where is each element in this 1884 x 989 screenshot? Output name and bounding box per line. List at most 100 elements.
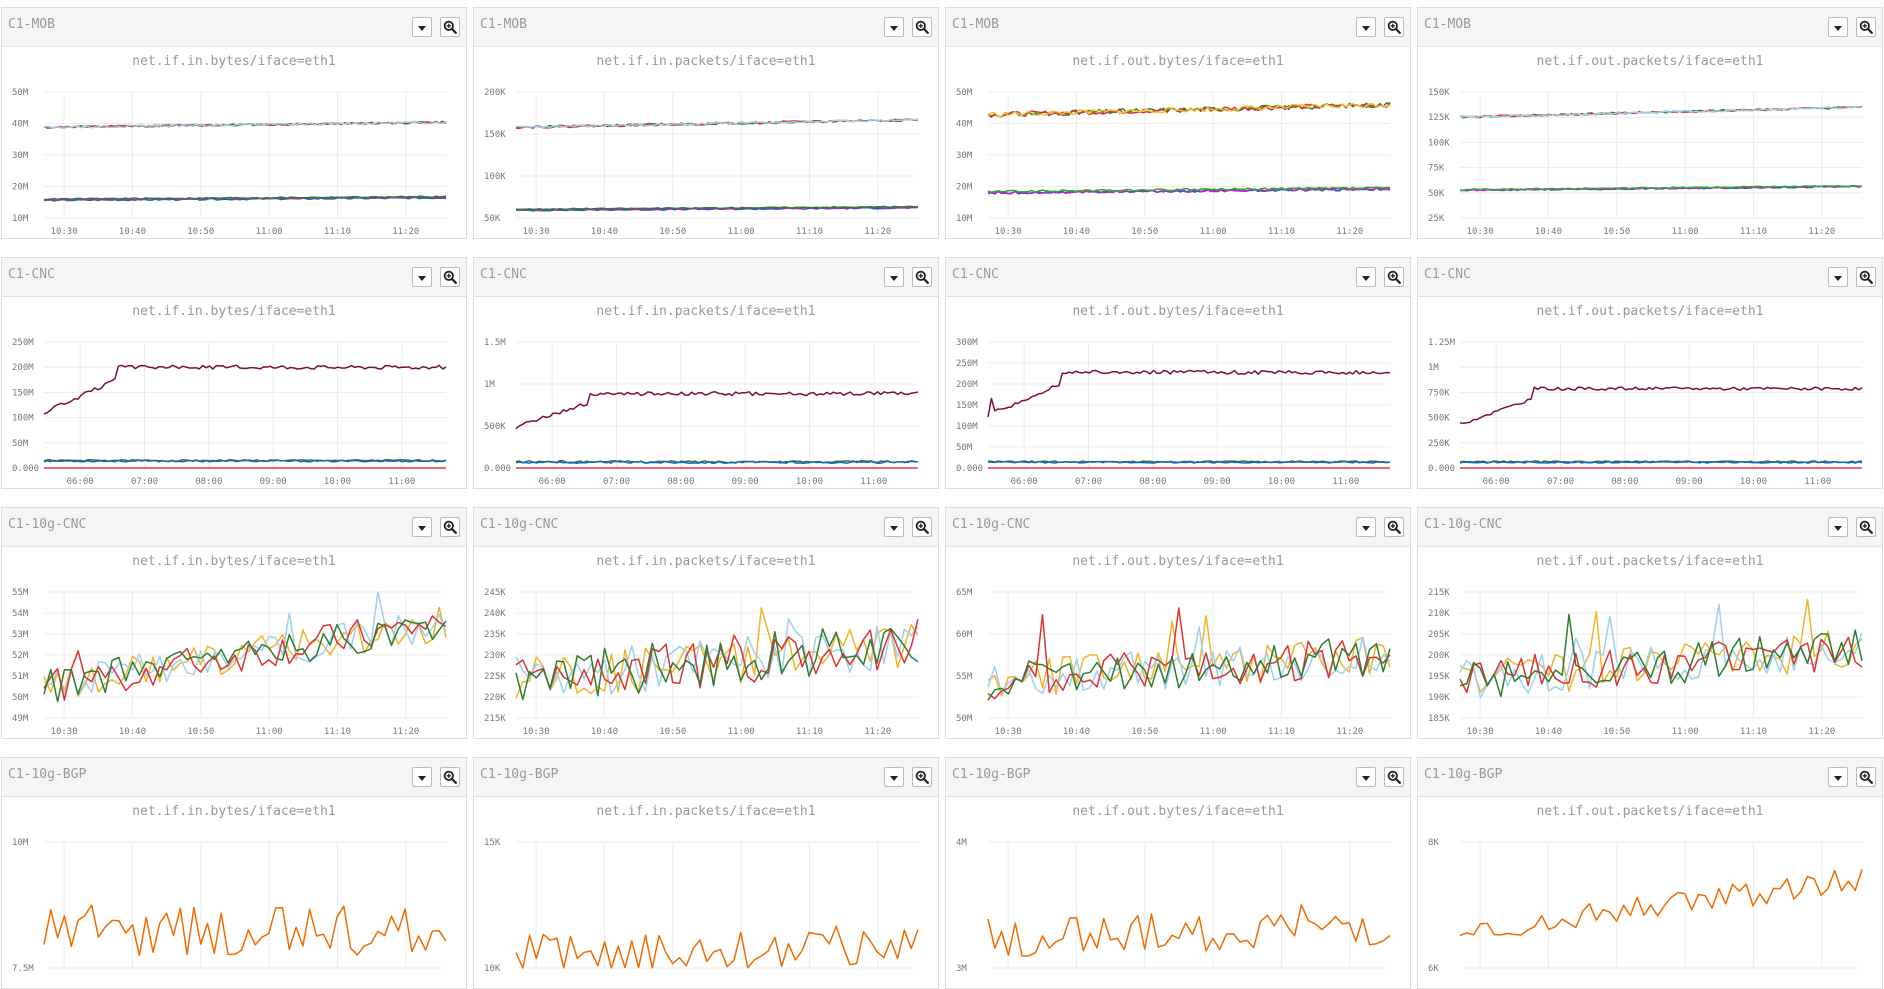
- caret-down-icon: [1834, 775, 1842, 781]
- panel-menu-button[interactable]: [1356, 767, 1376, 787]
- graph-panel: C1-10g-CNC net.if.out.bytes/iface=eth1 65M…: [945, 507, 1411, 739]
- panel-menu-button[interactable]: [1828, 17, 1848, 37]
- panel-menu-button[interactable]: [884, 267, 904, 287]
- panel-header: C1-MOB: [1418, 8, 1882, 47]
- x-tick-label: 11:20: [864, 227, 891, 237]
- y-tick-label: 250M: [956, 359, 978, 369]
- series-line: [987, 187, 1391, 195]
- caret-down-icon: [1834, 525, 1842, 531]
- graph-title: net.if.out.packets/iface=eth1: [1536, 54, 1764, 69]
- y-tick-label: 1.5M: [484, 338, 506, 348]
- panel-header: C1-CNC: [2, 258, 466, 297]
- zoom-button[interactable]: [1384, 17, 1404, 37]
- graph-chart[interactable]: 150K 125K 100K 75K 50K 25K 10:30 10:40 10:50 11:0…: [1418, 80, 1882, 238]
- graph-chart[interactable]: 10M 7.5M: [2, 830, 466, 988]
- panel-menu-button[interactable]: [412, 17, 432, 37]
- y-tick-label: 50M: [12, 88, 29, 98]
- zoom-button[interactable]: [1384, 267, 1404, 287]
- graph-chart[interactable]: 50M 40M 30M 20M 10M 10:30 10:40 10:50 11:00 11:10…: [2, 80, 466, 238]
- caret-down-icon: [890, 775, 898, 781]
- panel-menu-button[interactable]: [412, 767, 432, 787]
- y-tick-label: 50M: [956, 443, 973, 453]
- x-tick-label: 11:00: [1804, 477, 1831, 487]
- panel-menu-button[interactable]: [1356, 267, 1376, 287]
- y-tick-label: 150K: [1428, 88, 1450, 98]
- zoom-button[interactable]: [1856, 767, 1876, 787]
- x-tick-label: 08:00: [667, 477, 694, 487]
- zoom-button[interactable]: [1384, 767, 1404, 787]
- y-tick-label: 65M: [956, 588, 973, 598]
- y-tick-label: 50M: [12, 439, 29, 449]
- zoom-in-icon: [915, 20, 929, 34]
- x-tick-label: 11:20: [392, 727, 419, 737]
- graph-chart[interactable]: 4M 3M: [946, 830, 1410, 988]
- zoom-button[interactable]: [912, 767, 932, 787]
- graph-panel: C1-10g-BGP net.if.in.packets/iface=eth1 15…: [473, 757, 939, 989]
- panel-menu-button[interactable]: [884, 517, 904, 537]
- panel-menu-button[interactable]: [884, 767, 904, 787]
- caret-down-icon: [890, 275, 898, 281]
- panel-menu-button[interactable]: [884, 17, 904, 37]
- y-tick-label: 50M: [12, 693, 29, 703]
- y-tick-label: 300M: [956, 338, 978, 348]
- zoom-button[interactable]: [912, 17, 932, 37]
- zoom-button[interactable]: [1856, 17, 1876, 37]
- panel-name: C1-CNC: [952, 267, 999, 282]
- panel-menu-button[interactable]: [1356, 17, 1376, 37]
- y-tick-label: 10K: [484, 964, 501, 974]
- caret-down-icon: [1362, 25, 1370, 31]
- x-tick-label: 10:30: [995, 227, 1022, 237]
- caret-down-icon: [1362, 275, 1370, 281]
- graph-chart[interactable]: 50M 40M 30M 20M 10M 10:30 10:40 10:50 11:00 11:10…: [946, 80, 1410, 238]
- x-tick-label: 10:40: [591, 727, 618, 737]
- x-tick-label: 11:00: [728, 727, 755, 737]
- series-line: [43, 591, 447, 697]
- zoom-button[interactable]: [912, 267, 932, 287]
- graph-chart[interactable]: 8K 6K: [1418, 830, 1882, 988]
- panel-menu-button[interactable]: [1828, 517, 1848, 537]
- zoom-button[interactable]: [440, 267, 460, 287]
- y-tick-label: 125K: [1428, 113, 1450, 123]
- x-tick-label: 10:50: [1131, 727, 1158, 737]
- graph-panel: C1-10g-BGP net.if.out.packets/iface=eth1 8…: [1417, 757, 1883, 989]
- zoom-button[interactable]: [1384, 517, 1404, 537]
- panel-menu-button[interactable]: [1828, 267, 1848, 287]
- y-tick-label: 1.25M: [1428, 338, 1456, 348]
- zoom-in-icon: [915, 520, 929, 534]
- graph-chart[interactable]: 55M 54M 53M 52M 51M 50M 49M 10:30 10:40 10:50 11:0…: [2, 580, 466, 738]
- graph-chart[interactable]: 1.5M 1M 500K 0.000 06:00 07:00 08:00 09:00 10:00…: [474, 330, 938, 488]
- zoom-button[interactable]: [440, 767, 460, 787]
- series-line: [1459, 869, 1863, 937]
- graph-chart[interactable]: 200K 150K 100K 50K 10:30 10:40 10:50 11:00 11:10…: [474, 80, 938, 238]
- panel-menu-button[interactable]: [1356, 517, 1376, 537]
- panel-menu-button[interactable]: [412, 267, 432, 287]
- graph-chart[interactable]: 300M 250M 200M 150M 100M 50M 0.000 06:00 07:00 08…: [946, 330, 1410, 488]
- graph-chart[interactable]: 1.25M 1M 750K 500K 250K 0.000 06:00 07:00 08:00 0…: [1418, 330, 1882, 488]
- graph-panel: C1-CNC net.if.in.bytes/iface=eth1 250M 200M…: [1, 257, 467, 489]
- zoom-button[interactable]: [440, 517, 460, 537]
- graph-chart[interactable]: 215K 210K 205K 200K 195K 190K 185K 10:30 10:40 10…: [1418, 580, 1882, 738]
- graph-panel: C1-CNC net.if.out.bytes/iface=eth1 300M 250…: [945, 257, 1411, 489]
- graph-panel: C1-10g-CNC net.if.out.packets/iface=eth1 2…: [1417, 507, 1883, 739]
- y-tick-label: 10M: [12, 214, 29, 224]
- x-tick-label: 10:50: [187, 227, 214, 237]
- panel-menu-button[interactable]: [412, 517, 432, 537]
- zoom-button[interactable]: [1856, 517, 1876, 537]
- caret-down-icon: [418, 25, 426, 31]
- graph-chart[interactable]: 15K 10K: [474, 830, 938, 988]
- panel-menu-button[interactable]: [1828, 767, 1848, 787]
- y-tick-label: 30M: [12, 151, 29, 161]
- graph-chart[interactable]: 250M 200M 150M 100M 50M 0.000 06:00 07:00 08:00 0…: [2, 330, 466, 488]
- panel-name: C1-10g-BGP: [8, 767, 87, 782]
- x-tick-label: 11:00: [256, 227, 283, 237]
- zoom-button[interactable]: [912, 517, 932, 537]
- y-tick-label: 250K: [1428, 439, 1450, 449]
- graph-title: net.if.in.bytes/iface=eth1: [132, 804, 336, 819]
- zoom-button[interactable]: [440, 17, 460, 37]
- x-tick-label: 10:00: [1740, 477, 1767, 487]
- graph-chart[interactable]: 65M 60M 55M 50M 10:30 10:40 10:50 11:00 11:10 11:…: [946, 580, 1410, 738]
- panel-name: C1-10g-CNC: [1424, 517, 1503, 532]
- graph-chart[interactable]: 245K 240K 235K 230K 225K 220K 215K 10:30 10:40 10…: [474, 580, 938, 738]
- x-tick-label: 11:20: [1336, 727, 1363, 737]
- zoom-button[interactable]: [1856, 267, 1876, 287]
